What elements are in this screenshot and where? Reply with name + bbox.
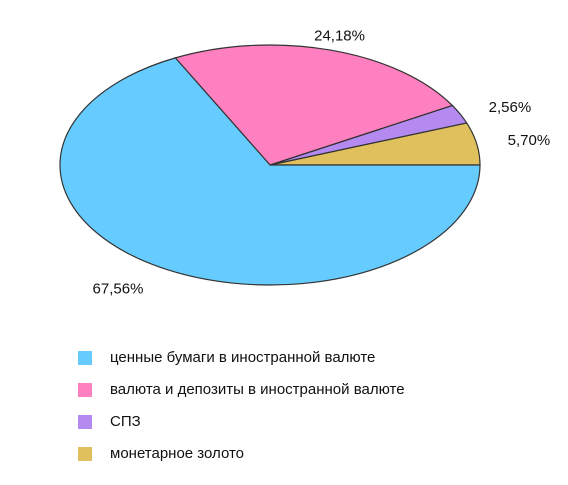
pie-slice bbox=[59, 57, 481, 286]
legend-label: СПЗ bbox=[110, 413, 141, 430]
legend-swatch bbox=[78, 415, 92, 429]
legend-swatch bbox=[78, 383, 92, 397]
data-label: 5,70% bbox=[508, 132, 551, 149]
legend-label: валюта и депозиты в иностранной валюте bbox=[110, 381, 405, 398]
data-label: 24,18% bbox=[314, 27, 365, 44]
data-label: 67,56% bbox=[93, 280, 144, 297]
legend-swatch bbox=[78, 447, 92, 461]
legend-label: ценные бумаги в иностранной валюте bbox=[110, 349, 375, 366]
data-label: 2,56% bbox=[489, 99, 532, 116]
pie-slice bbox=[174, 44, 454, 166]
legend-swatch bbox=[78, 351, 92, 365]
legend-label: монетарное золото bbox=[110, 445, 244, 462]
